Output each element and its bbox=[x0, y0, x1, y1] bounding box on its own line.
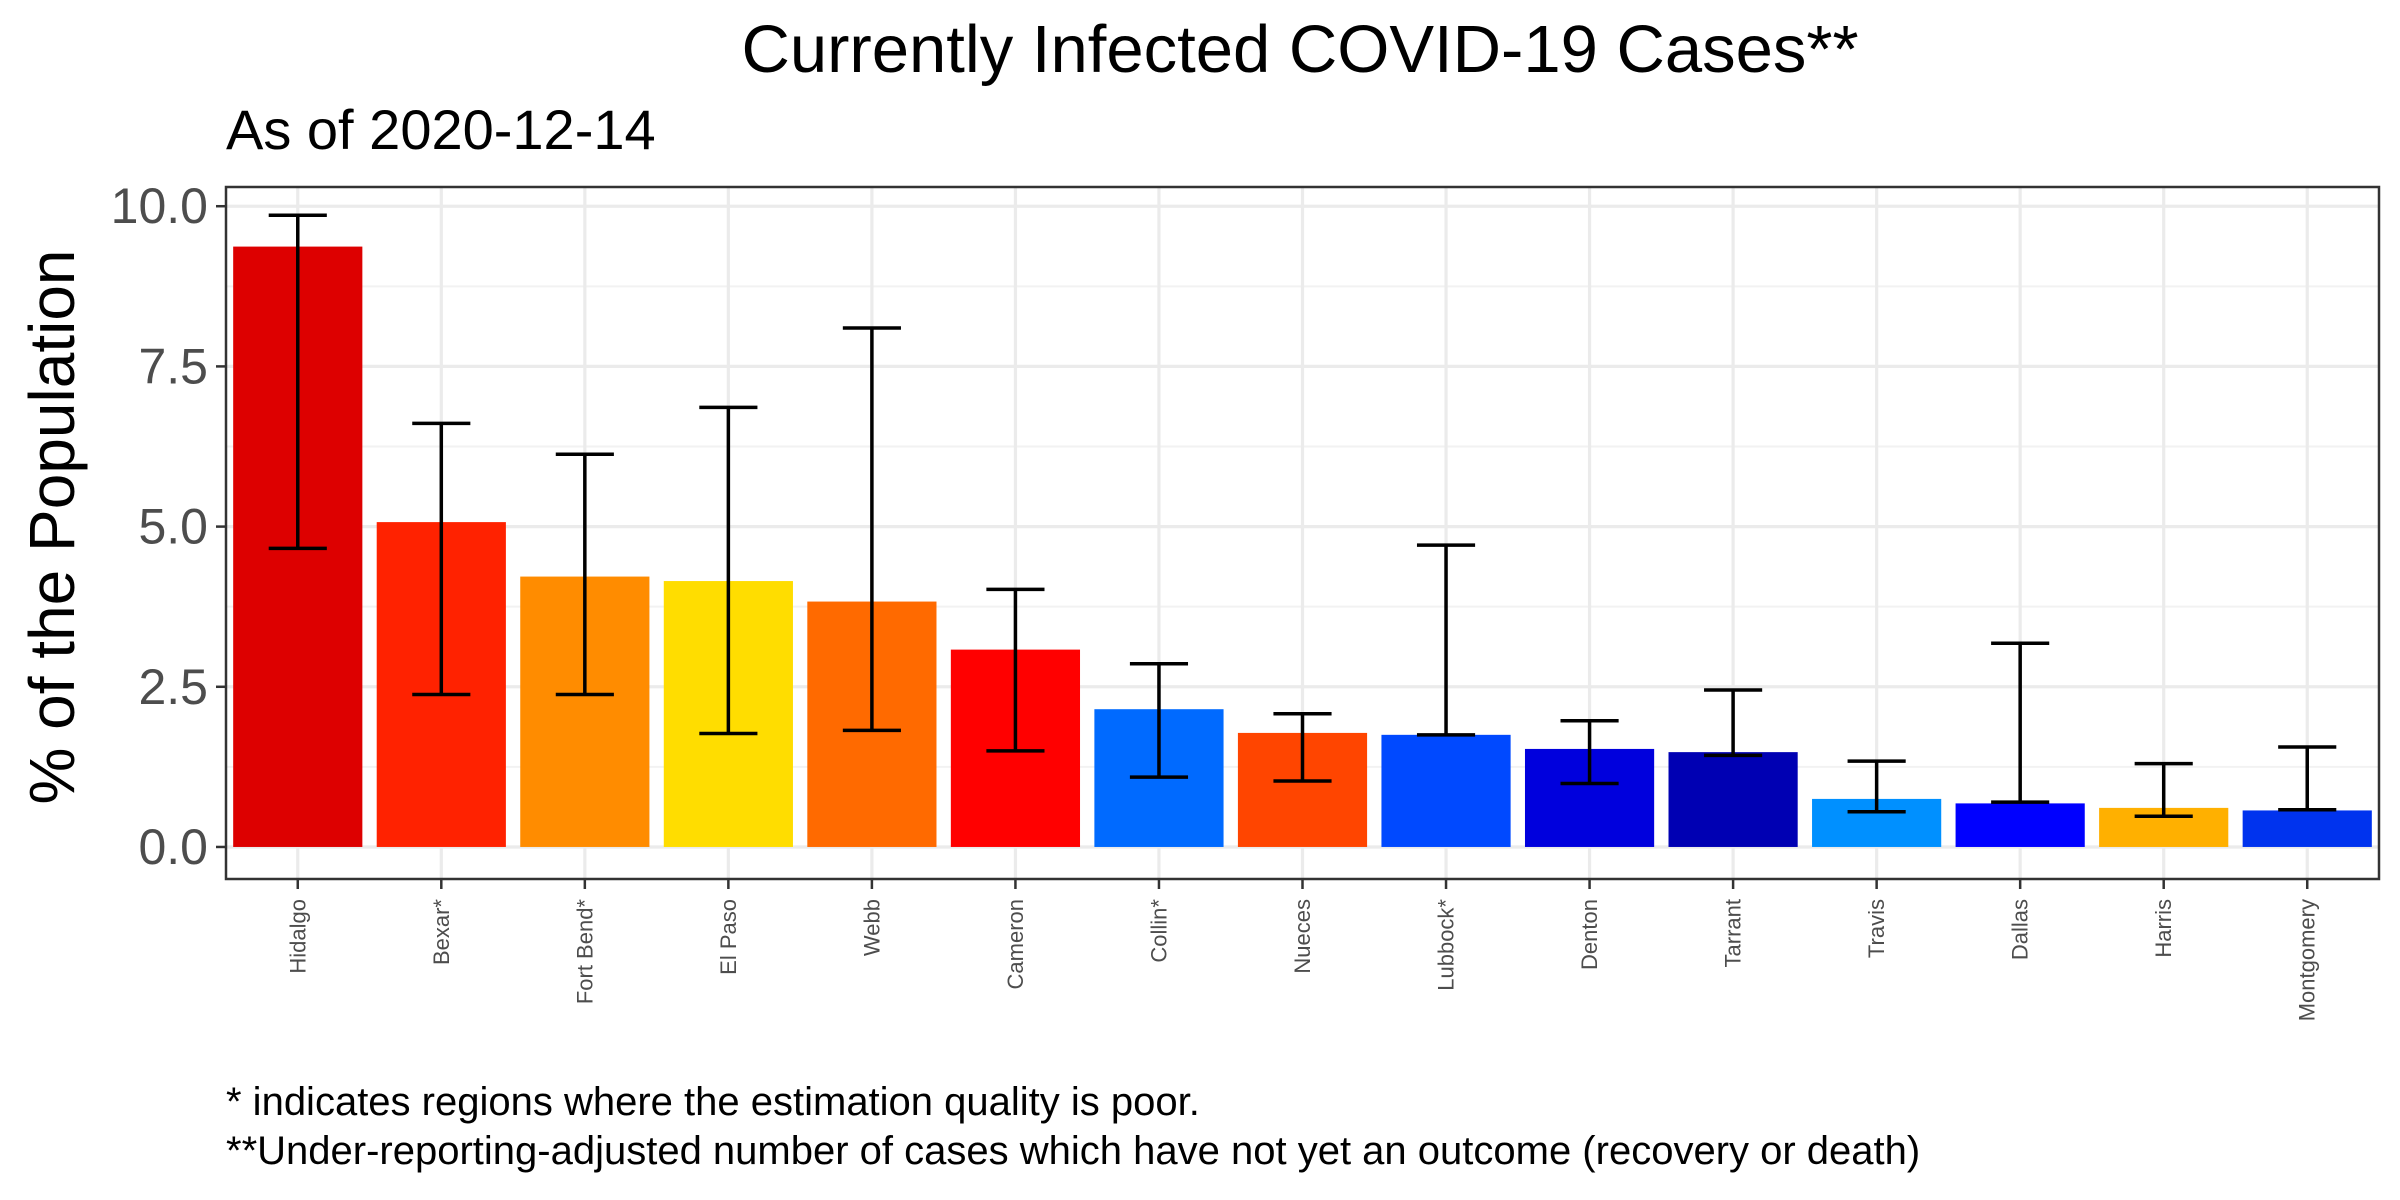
x-tick-label: Dallas bbox=[2008, 899, 2033, 960]
error-bar bbox=[1129, 661, 1189, 779]
chart-title: Currently Infected COVID-19 Cases** bbox=[741, 12, 1859, 87]
x-tick-label: Travis bbox=[1864, 899, 1889, 958]
x-tick-label: Tarrant bbox=[1721, 899, 1746, 967]
error-bar bbox=[1560, 718, 1619, 786]
y-tick-label: 0.0 bbox=[138, 819, 208, 875]
error-bar bbox=[1273, 711, 1332, 783]
bar-dallas bbox=[1955, 803, 2085, 847]
error-bar bbox=[1704, 688, 1763, 758]
y-tick-label: 2.5 bbox=[138, 659, 208, 715]
x-tick-label: Denton bbox=[1577, 899, 1602, 970]
error-bar bbox=[1416, 543, 1476, 737]
y-tick-label: 7.5 bbox=[138, 338, 208, 394]
error-bar bbox=[986, 587, 1045, 753]
x-tick-label: Cameron bbox=[1003, 899, 1028, 989]
error-bar bbox=[842, 326, 901, 733]
y-axis: 0.0 2.5 5.0 7.5 10.0 bbox=[111, 178, 226, 875]
error-bar bbox=[1991, 641, 2050, 804]
error-bar bbox=[555, 452, 614, 697]
x-tick-label: Hidalgo bbox=[285, 899, 310, 974]
bar-montgomery bbox=[2242, 810, 2372, 847]
bar-tarrant bbox=[1668, 752, 1798, 847]
x-tick-label: Harris bbox=[2151, 899, 2176, 958]
error-bar bbox=[412, 421, 471, 697]
x-tick-label: Lubbock* bbox=[1434, 899, 1459, 991]
bars bbox=[233, 246, 2372, 847]
y-tick-label: 5.0 bbox=[138, 499, 208, 555]
x-tick-label: Montgomery bbox=[2295, 899, 2320, 1021]
footnote-under-reporting: **Under-reporting-adjusted number of cas… bbox=[226, 1129, 1921, 1173]
x-tick-label: El Paso bbox=[716, 899, 741, 975]
x-tick-label: Bexar* bbox=[429, 899, 454, 965]
x-axis: Hidalgo Bexar* Fort Bend* El Paso Webb Camero… bbox=[285, 879, 2320, 1021]
footnote-poor-quality: * indicates regions where the estimation… bbox=[226, 1080, 1200, 1124]
x-tick-label: Webb bbox=[859, 899, 884, 956]
chart-subtitle: As of 2020-12-14 bbox=[226, 98, 656, 161]
x-tick-label: Fort Bend* bbox=[572, 899, 597, 1005]
error-bar bbox=[2278, 745, 2337, 812]
error-bar bbox=[2134, 761, 2193, 818]
error-bar bbox=[699, 405, 758, 736]
bar-lubbock bbox=[1381, 734, 1511, 847]
error-bars bbox=[268, 213, 2337, 818]
x-tick-label: Nueces bbox=[1290, 899, 1315, 974]
error-bar bbox=[1847, 759, 1906, 814]
x-tick-label: Collin* bbox=[1146, 899, 1171, 963]
error-bar bbox=[268, 213, 327, 551]
y-tick-label: 10.0 bbox=[111, 178, 208, 234]
